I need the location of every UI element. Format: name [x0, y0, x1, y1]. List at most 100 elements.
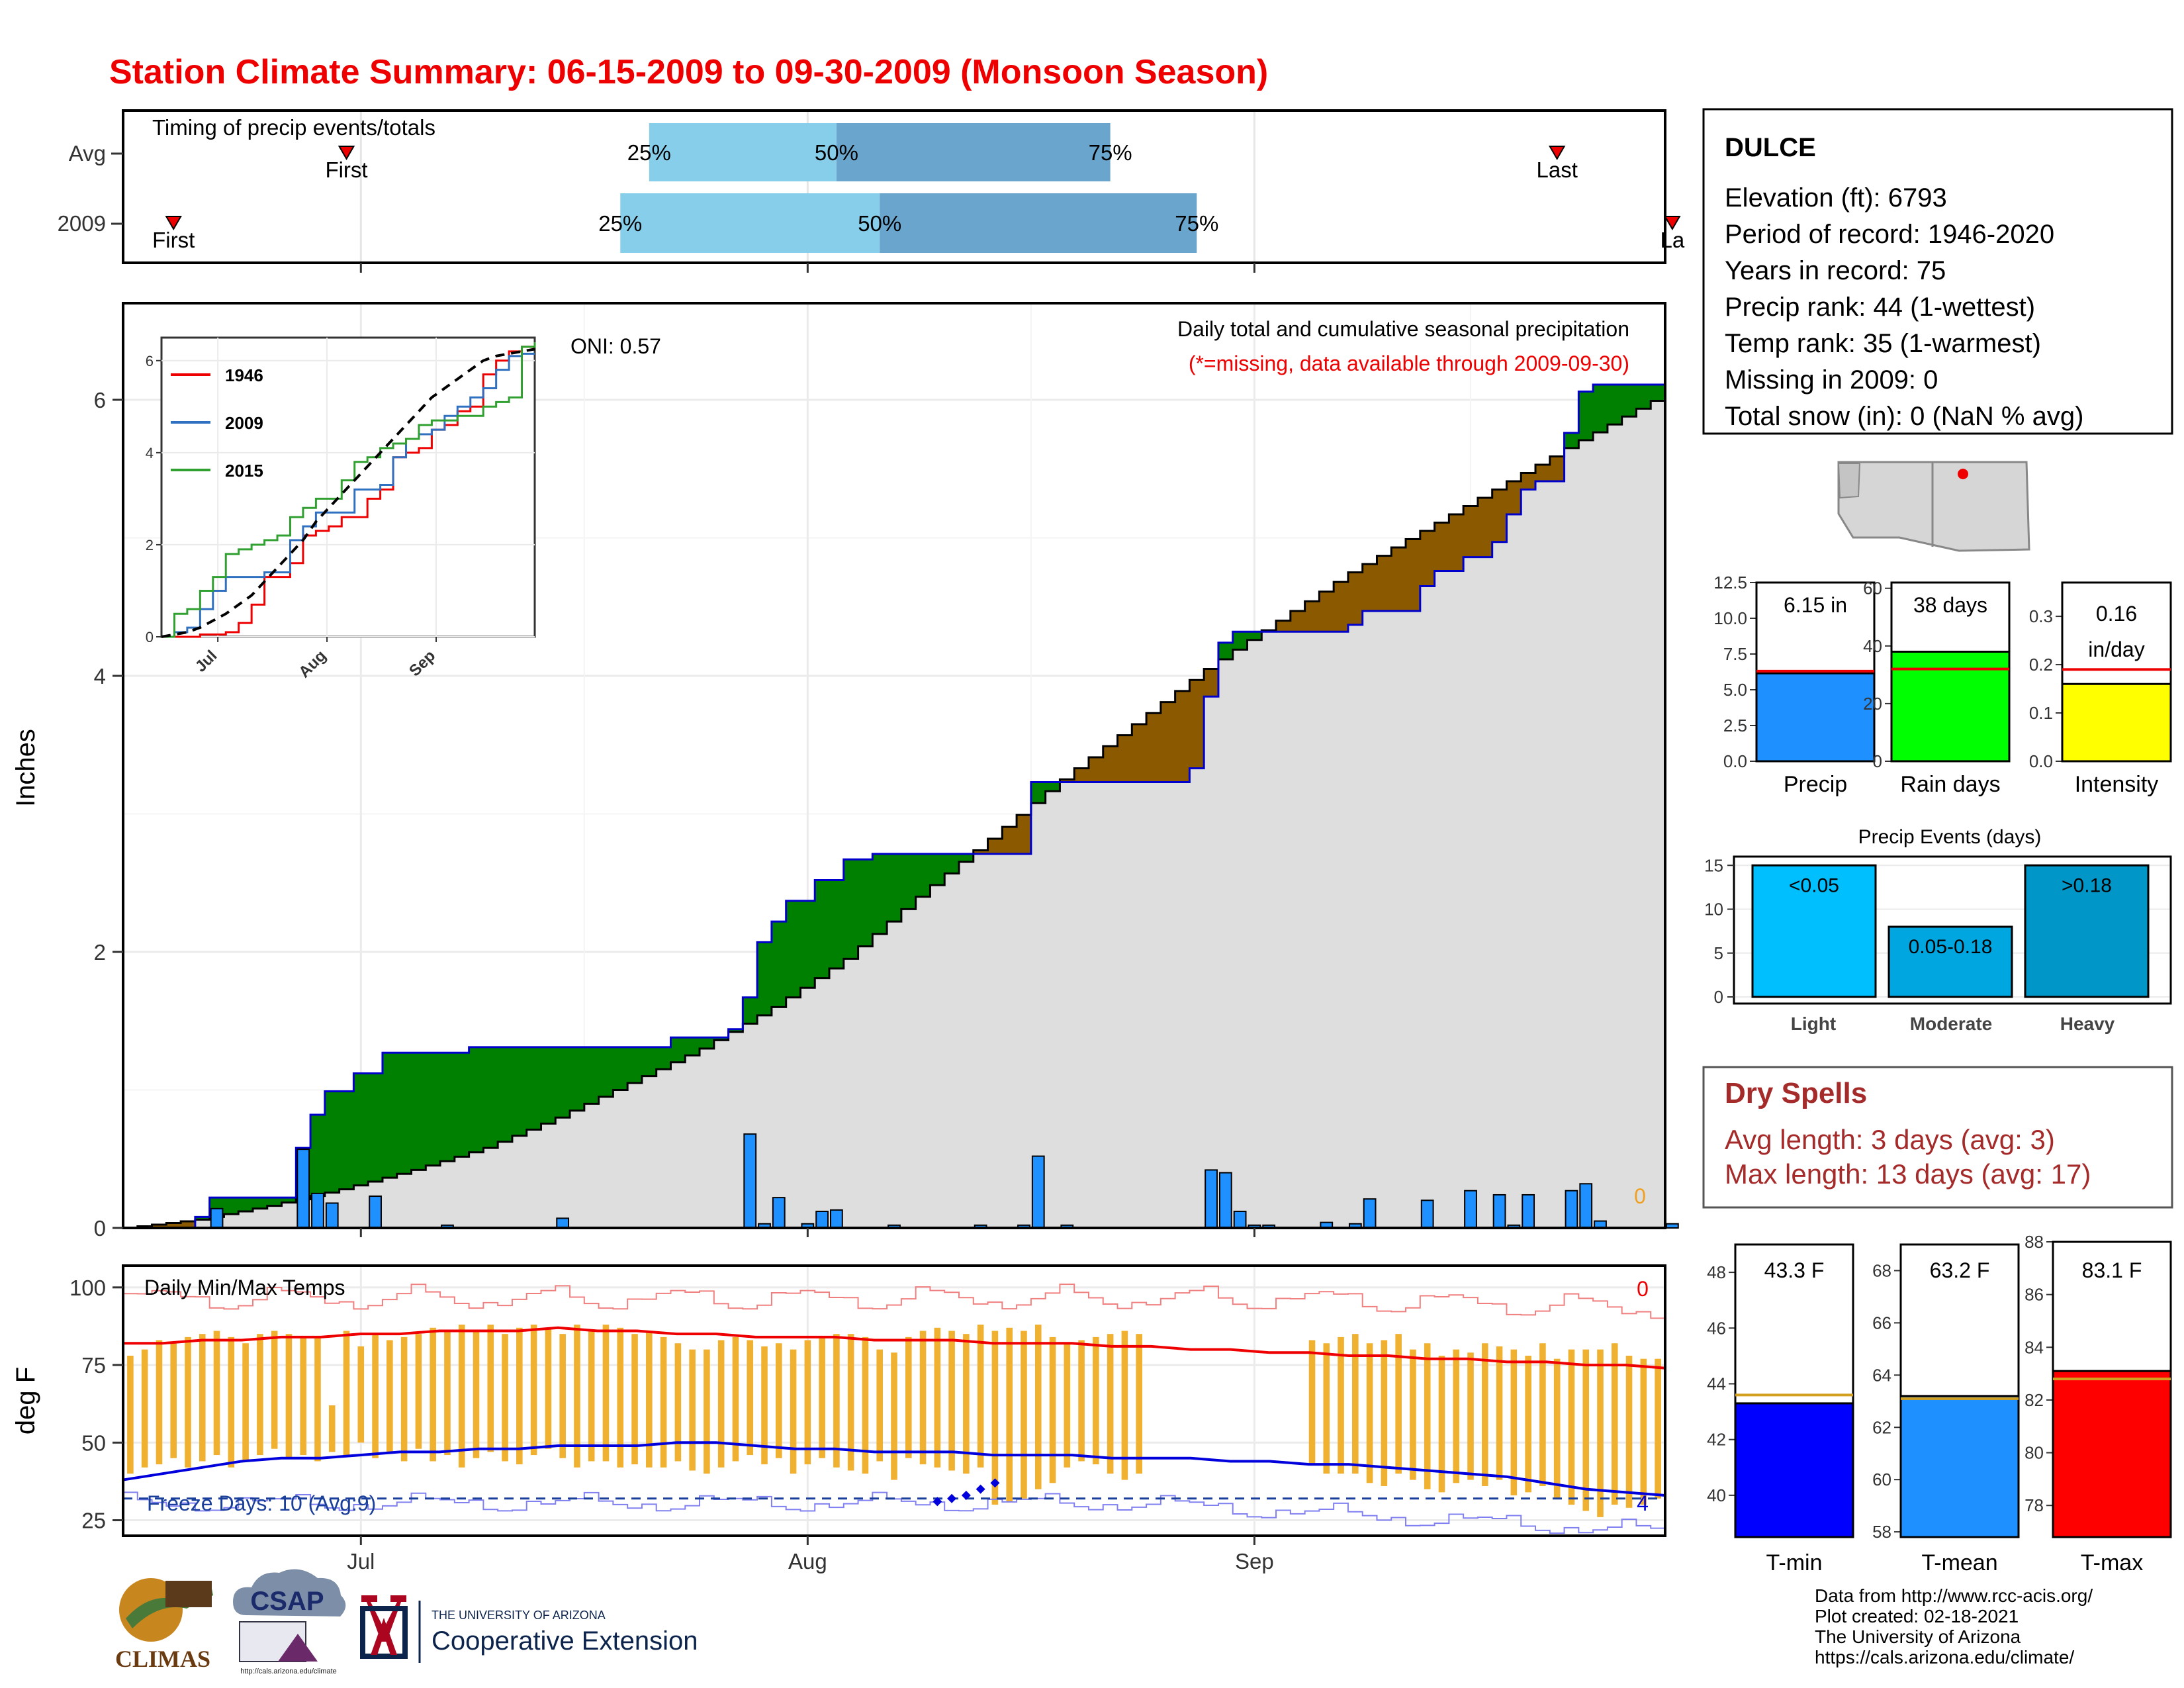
csap-cloud-shape — [233, 1569, 346, 1617]
daily-precip-bar-7 — [743, 1133, 757, 1229]
temp-day-bar-69 — [1121, 1331, 1128, 1480]
station-name: DULCE — [1725, 133, 1816, 162]
precip-diff-day-56 — [930, 853, 945, 886]
temp-day-bar-85 — [1352, 1334, 1359, 1474]
temp-day-bar-70 — [1136, 1334, 1142, 1474]
timing-title: Timing of precip events/totals — [152, 115, 435, 140]
timing-avg-25-label: 25% — [627, 140, 671, 165]
inset-y-tick-label-3: 6 — [146, 353, 154, 369]
precip-diff-day-75 — [1204, 669, 1219, 697]
temp-day-bar-64 — [1049, 1336, 1056, 1483]
inset-line-2015 — [161, 342, 536, 638]
tsum-tmean-bar — [1899, 1395, 2020, 1538]
daily-precip-bar-27 — [1464, 1190, 1477, 1229]
station-location-dot — [1958, 469, 1968, 479]
precip-diff-day-3 — [166, 1223, 181, 1228]
last-2009-label: La — [1661, 228, 1685, 252]
daily-precip-bar-19 — [1218, 1172, 1232, 1229]
temp-day-bar-89 — [1410, 1349, 1416, 1480]
temp-day-bar-41 — [717, 1340, 725, 1468]
precip-diff-day-36 — [641, 1047, 657, 1076]
ts1-tick-label-4: 66 — [1872, 1313, 1891, 1333]
precip-diff-day-103 — [1607, 385, 1623, 425]
precip-diff-day-65 — [1060, 779, 1075, 782]
avg-cumulative-area — [123, 400, 1665, 1228]
timing-2009-50-label: 50% — [858, 211, 901, 236]
precip-diff-day-47 — [800, 900, 815, 988]
ytd2-tick-label-1: 0.1 — [2029, 703, 2053, 723]
freeze-day-marker-2 — [961, 1491, 971, 1501]
precip-diff-day-16 — [353, 1073, 369, 1186]
precip-diff-day-90 — [1420, 531, 1435, 586]
temp-x-axis: Jul Aug Sep — [347, 1536, 1274, 1573]
ytd-precip-value: 6.15 in — [1784, 593, 1847, 617]
precip-diff-day-102 — [1593, 385, 1608, 433]
last-avg-label: Last — [1536, 158, 1577, 182]
timing-bars: 25% 50% 75% 25% 50% 75% — [598, 123, 1218, 253]
inset-lines — [161, 342, 536, 638]
legend-1946-label: 1946 — [225, 365, 263, 385]
temp-y-tick-label-2: 75 — [81, 1353, 106, 1378]
events-bar-light — [1751, 864, 1877, 998]
precip-diff-day-51 — [858, 859, 873, 947]
climas-logo: CLIMAS — [115, 1578, 213, 1672]
freeze-day-marker-1 — [947, 1493, 957, 1503]
precip-diff-day-86 — [1362, 564, 1378, 611]
temp-day-bar-36 — [646, 1331, 653, 1468]
inset-legend: 1946 2009 2015 — [171, 365, 263, 481]
ua-a-frame — [360, 1606, 408, 1659]
daily-precip-bar-28 — [1492, 1194, 1506, 1229]
temp-day-bar-97 — [1525, 1356, 1531, 1493]
precip-diff-day-74 — [1189, 680, 1205, 769]
precip-cumulative-areas — [123, 383, 1666, 1229]
precip-diff-day-44 — [757, 942, 772, 1015]
ts0-tick-label-1: 42 — [1707, 1430, 1726, 1450]
ytd2-tick-label-2: 0.2 — [2029, 655, 2053, 675]
temp-day-bar-105 — [1640, 1358, 1647, 1505]
ts2-tick-label-4: 86 — [2025, 1285, 2044, 1305]
events-cat-light: Light — [1791, 1013, 1836, 1034]
ytd-intensity-ticks: 0.0 0.1 0.2 0.3 — [2029, 606, 2062, 771]
temp-day-bar-47 — [804, 1340, 811, 1465]
temp-day-bar-55 — [919, 1331, 927, 1465]
precip-y-tick-label-3: 6 — [94, 388, 106, 412]
tsum-tmean-label: T-mean — [1921, 1550, 1997, 1575]
daily-precip-bar-32 — [1579, 1183, 1593, 1229]
temp-day-bar-65 — [1064, 1343, 1071, 1468]
temp-day-bar-106 — [1655, 1358, 1661, 1499]
temp-day-bar-44 — [761, 1346, 768, 1465]
ua-university-text: THE UNIVERSITY OF ARIZONA — [432, 1609, 606, 1622]
precip-diff-day-28 — [526, 1047, 542, 1130]
climas-text: CLIMAS — [115, 1646, 210, 1672]
ts0-tick-label-4: 48 — [1707, 1262, 1726, 1282]
temp-day-bar-67 — [1093, 1336, 1099, 1465]
temp-y-tick-label-1: 50 — [81, 1430, 106, 1455]
precip-diff-day-99 — [1549, 456, 1565, 481]
page-title: Station Climate Summary: 06-15-2009 to 0… — [109, 53, 1268, 91]
precip-diff-day-39 — [685, 1037, 700, 1056]
temp-day-bar-50 — [847, 1334, 854, 1471]
daily-precip-bar-26 — [1420, 1199, 1434, 1229]
daily-precip-bar-11 — [815, 1210, 829, 1229]
precip-diff-day-61 — [1002, 827, 1017, 854]
precip-diff-day-18 — [382, 1053, 398, 1178]
temp-min-avg-line — [122, 1441, 1666, 1497]
ytd2-tick-label-0: 0.0 — [2029, 751, 2053, 771]
station-info-box: DULCE Elevation (ft): 6793 Period of rec… — [1702, 108, 2173, 435]
temp-y-axis-title: deg F — [11, 1367, 40, 1434]
temp-day-bar-98 — [1539, 1343, 1546, 1486]
events-tick-label-0: 0 — [1714, 987, 1723, 1007]
tsum-tmin-value: 43.3 F — [1764, 1258, 1825, 1282]
first-2009-label: First — [152, 228, 195, 252]
events-tick-label-2: 10 — [1704, 900, 1723, 919]
csap-logo: CSAP http://cals.arizona.edu/climate — [233, 1569, 346, 1675]
temp-day-bar-30 — [559, 1334, 566, 1458]
daily-precip-bar-34 — [1666, 1223, 1679, 1229]
precip-diff-day-10 — [267, 1197, 283, 1206]
precip-diff-day-105 — [1636, 385, 1651, 409]
precip-diff-day-9 — [252, 1197, 268, 1209]
ytd-rain-days-label: Rain days — [1900, 772, 2000, 797]
ts2-tick-label-3: 84 — [2025, 1337, 2044, 1357]
timing-x-ticks — [359, 263, 1255, 273]
temp-day-bar-34 — [617, 1327, 624, 1468]
